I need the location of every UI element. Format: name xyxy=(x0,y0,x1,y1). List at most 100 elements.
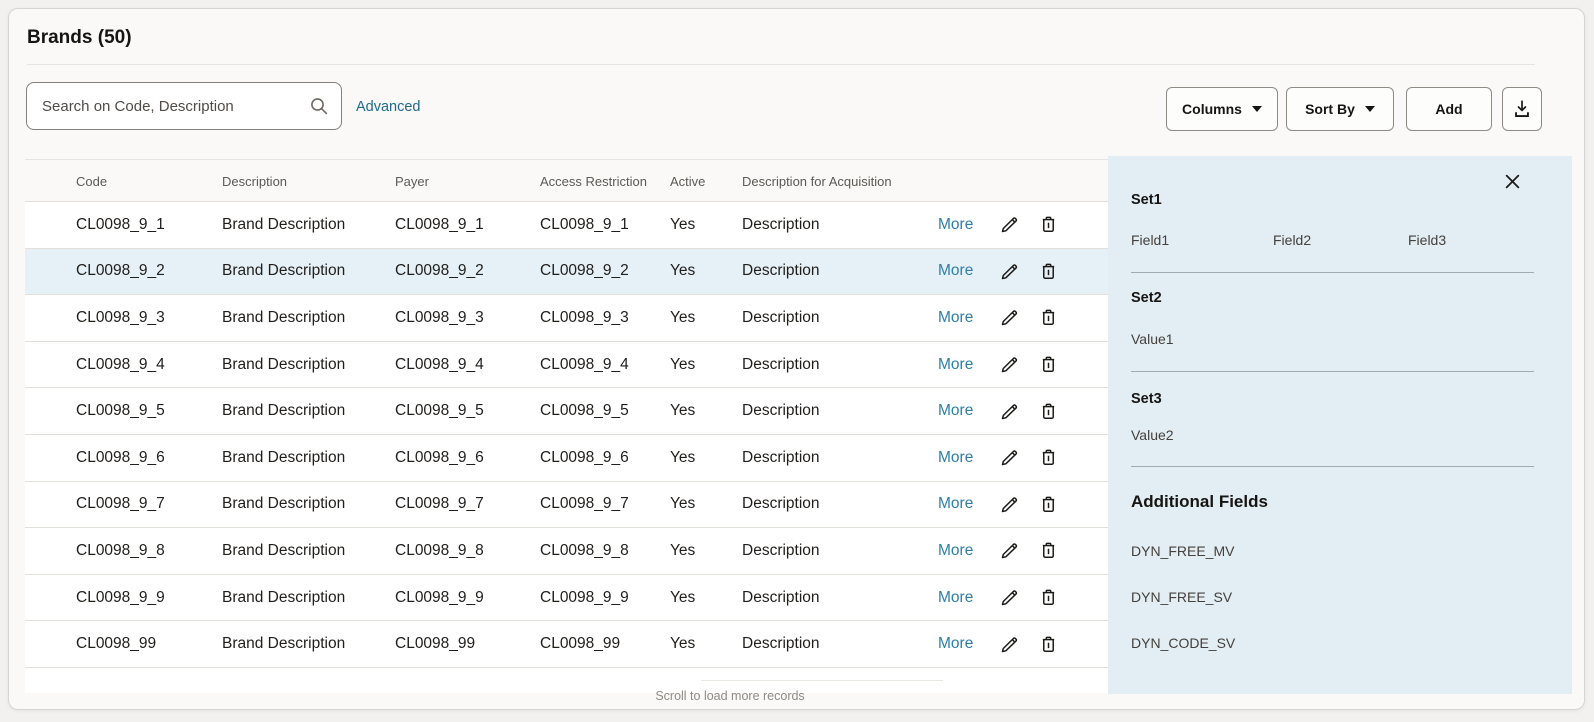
table-row[interactable]: CL0098_9_1 Brand Description CL0098_9_1 CL0… xyxy=(25,202,1108,249)
delete-button[interactable] xyxy=(1038,202,1059,248)
delete-button[interactable] xyxy=(1038,388,1059,434)
more-link[interactable]: More xyxy=(938,541,974,559)
delete-button[interactable] xyxy=(1038,482,1059,528)
table-row[interactable]: CL0098_9_2 Brand Description CL0098_9_2 CL0… xyxy=(25,248,1108,296)
more-link[interactable]: More xyxy=(938,308,974,326)
more-link[interactable]: More xyxy=(938,402,974,420)
more-link[interactable]: More xyxy=(938,495,974,513)
cell-description: Brand Description xyxy=(222,588,346,606)
additional-fields-title: Additional Fields xyxy=(1131,492,1268,511)
pencil-icon xyxy=(1001,636,1018,652)
cell-payer: CL0098_9_3 xyxy=(395,308,484,326)
pencil-icon xyxy=(1001,357,1018,373)
cell-payer: CL0098_9_8 xyxy=(395,541,484,559)
cell-code: CL0098_9_3 xyxy=(76,308,165,326)
cell-description_for_acquisition: Description xyxy=(742,448,820,466)
loading-row-divider xyxy=(701,680,943,681)
cell-payer: CL0098_9_4 xyxy=(395,355,484,373)
cell-code: CL0098_9_1 xyxy=(76,215,165,233)
download-button[interactable] xyxy=(1502,87,1542,131)
add-button[interactable]: Add xyxy=(1406,87,1492,131)
edit-button[interactable] xyxy=(999,342,1020,388)
more-link[interactable]: More xyxy=(938,448,974,466)
cell-access_restriction: CL0098_9_5 xyxy=(540,402,629,420)
cell-active: Yes xyxy=(670,308,696,326)
panel-close-button[interactable] xyxy=(1500,169,1524,193)
more-link[interactable]: More xyxy=(938,635,974,653)
edit-button[interactable] xyxy=(999,249,1020,295)
cell-description: Brand Description xyxy=(222,448,346,466)
cell-active: Yes xyxy=(670,448,696,466)
title-divider xyxy=(27,64,1535,65)
table-row[interactable]: CL0098_9_3 Brand Description CL0098_9_3 CL0… xyxy=(25,295,1108,342)
columns-button[interactable]: Columns xyxy=(1166,87,1278,131)
panel-section-title: Set2 xyxy=(1131,290,1162,306)
column-header-3: Access Restriction xyxy=(540,173,647,189)
additional-field-item: DYN_FREE_SV xyxy=(1131,589,1233,605)
delete-button[interactable] xyxy=(1038,575,1059,621)
search-box xyxy=(26,82,342,130)
cell-description: Brand Description xyxy=(222,541,346,559)
table-row[interactable]: CL0098_99 Brand Description CL0098_99 CL009… xyxy=(25,621,1108,668)
trash-icon xyxy=(1042,449,1055,466)
cell-active: Yes xyxy=(670,215,696,233)
cell-description_for_acquisition: Description xyxy=(742,588,820,606)
delete-button[interactable] xyxy=(1038,295,1059,341)
table-body: CL0098_9_1 Brand Description CL0098_9_1 CL0… xyxy=(25,202,1108,668)
table-row[interactable]: CL0098_9_6 Brand Description CL0098_9_6 CL0… xyxy=(25,434,1108,482)
advanced-link[interactable]: Advanced xyxy=(356,99,421,115)
delete-button[interactable] xyxy=(1038,621,1059,667)
delete-button[interactable] xyxy=(1038,435,1059,481)
table-row[interactable]: CL0098_9_8 Brand Description CL0098_9_8 CL0… xyxy=(25,528,1108,575)
cell-code: CL0098_9_5 xyxy=(76,402,165,420)
column-header-0: Code xyxy=(76,173,108,189)
cell-access_restriction: CL0098_99 xyxy=(540,635,621,653)
panel-divider xyxy=(1131,371,1534,372)
search-input[interactable] xyxy=(26,82,342,130)
more-link[interactable]: More xyxy=(938,262,974,280)
cell-description_for_acquisition: Description xyxy=(742,495,820,513)
trash-icon xyxy=(1042,636,1055,652)
more-link[interactable]: More xyxy=(938,588,974,606)
delete-button[interactable] xyxy=(1038,249,1059,295)
trash-icon xyxy=(1042,589,1055,606)
cell-payer: CL0098_9_1 xyxy=(395,215,484,233)
cell-code: CL0098_9_4 xyxy=(76,355,165,373)
trash-icon xyxy=(1042,263,1055,279)
edit-button[interactable] xyxy=(999,388,1020,434)
chevron-down-icon xyxy=(1364,106,1375,112)
brands-card: Brands (50) Advanced Columns Sort By Add… xyxy=(8,8,1585,710)
cell-active: Yes xyxy=(670,402,696,420)
table-row[interactable]: CL0098_9_5 Brand Description CL0098_9_5 CL0… xyxy=(25,388,1108,435)
sort-by-button[interactable]: Sort By xyxy=(1286,87,1394,131)
cell-description: Brand Description xyxy=(222,308,346,326)
edit-button[interactable] xyxy=(999,202,1020,248)
edit-button[interactable] xyxy=(999,621,1020,667)
add-button-label: Add xyxy=(1435,101,1463,117)
cell-payer: CL0098_9_6 xyxy=(395,448,484,466)
edit-button[interactable] xyxy=(999,575,1020,621)
cell-access_restriction: CL0098_9_6 xyxy=(540,448,629,466)
trash-icon xyxy=(1042,310,1055,326)
table-row[interactable]: CL0098_9_9 Brand Description CL0098_9_9 CL0… xyxy=(25,574,1108,622)
more-link[interactable]: More xyxy=(938,215,974,233)
table-row[interactable]: CL0098_9_4 Brand Description CL0098_9_4 CL0… xyxy=(25,341,1108,389)
cell-access_restriction: CL0098_9_2 xyxy=(540,262,629,280)
cell-access_restriction: CL0098_9_7 xyxy=(540,495,629,513)
brands-table: Code Description Payer Access Restriction Ac… xyxy=(25,159,1108,693)
delete-button[interactable] xyxy=(1038,342,1059,388)
additional-field-item: DYN_CODE_SV xyxy=(1131,635,1236,651)
cell-description: Brand Description xyxy=(222,355,346,373)
more-link[interactable]: More xyxy=(938,355,974,373)
cell-description: Brand Description xyxy=(222,262,346,280)
edit-button[interactable] xyxy=(999,435,1020,481)
delete-button[interactable] xyxy=(1038,528,1059,574)
edit-button[interactable] xyxy=(999,482,1020,528)
cell-code: CL0098_9_9 xyxy=(76,588,165,606)
table-row[interactable]: CL0098_9_7 Brand Description CL0098_9_7 CL0… xyxy=(25,481,1108,529)
edit-button[interactable] xyxy=(999,295,1020,341)
cell-access_restriction: CL0098_9_8 xyxy=(540,541,629,559)
edit-button[interactable] xyxy=(999,528,1020,574)
close-icon xyxy=(1505,174,1519,188)
cell-description: Brand Description xyxy=(222,635,346,653)
